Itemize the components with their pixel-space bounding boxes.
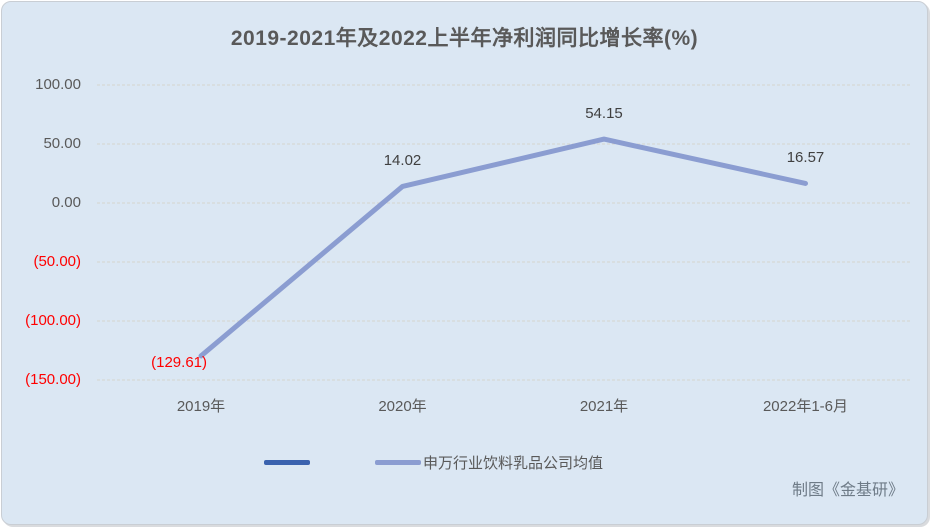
data-point-label: (129.61) xyxy=(151,353,207,371)
legend-item-series-1 xyxy=(264,460,312,465)
legend-label-series-2: 申万行业饮料乳品公司均值 xyxy=(423,455,604,472)
x-axis-category-label: 2022年1-6月 xyxy=(762,398,849,415)
legend-item-series-2: 申万行业饮料乳品公司均值 xyxy=(375,452,603,473)
y-axis-tick-label: 50.00 xyxy=(43,135,81,152)
legend-line-swatch-icon xyxy=(264,460,310,465)
data-point-label: 16.57 xyxy=(786,149,825,167)
data-point-label: 14.02 xyxy=(383,152,422,170)
series-line xyxy=(198,136,808,359)
x-axis-category-label: 2019年 xyxy=(176,398,226,415)
y-axis-tick-label: (100.00) xyxy=(25,312,81,329)
legend: 申万行业饮料乳品公司均值 xyxy=(264,452,603,473)
x-axis-category-label: 2020年 xyxy=(378,398,427,415)
credit-text: 制图《金基研》 xyxy=(791,482,904,499)
data-point-label: 54.15 xyxy=(585,105,623,123)
x-axis-category-label: 2021年 xyxy=(579,398,629,415)
legend-line-swatch-icon xyxy=(375,460,421,465)
y-axis-tick-label: 0.00 xyxy=(51,194,81,211)
y-axis-tick-label: (150.00) xyxy=(25,371,81,388)
y-axis-tick-label: (50.00) xyxy=(33,253,81,270)
y-axis-tick-label: 100.00 xyxy=(35,76,81,93)
chart-title: 2019-2021年及2022上半年净利润同比增长率(%) xyxy=(230,27,699,50)
